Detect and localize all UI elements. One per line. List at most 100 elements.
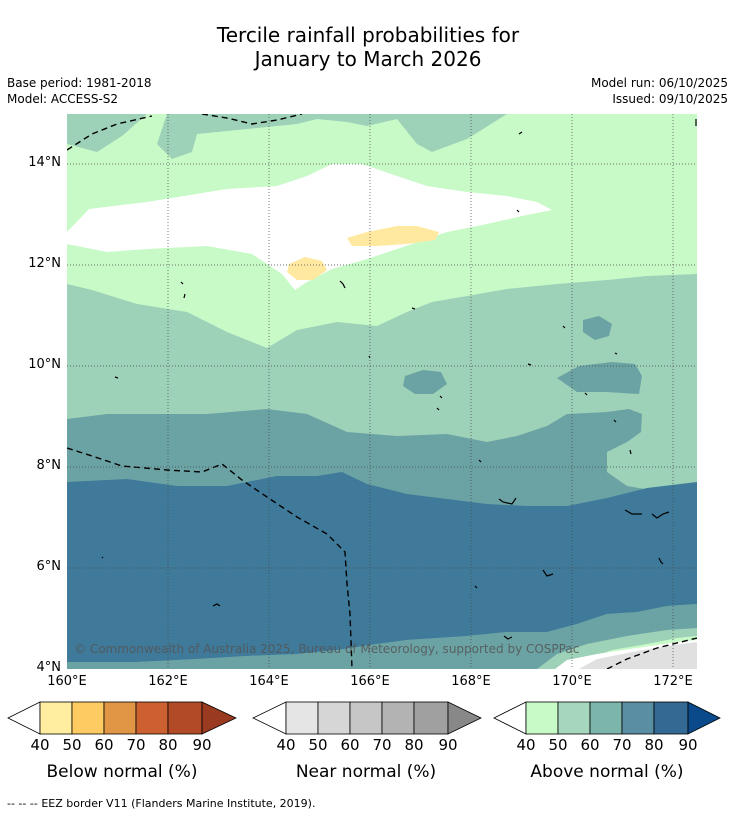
colorbar-near-normal — [252, 701, 482, 735]
below-tick-40: 40 — [30, 736, 50, 754]
above-tick-70: 70 — [612, 736, 632, 754]
lon-label-162e: 162°E — [148, 674, 188, 689]
near-cb-bin-70-80 — [381, 701, 415, 735]
above-cb-bin-70-80 — [621, 701, 655, 735]
island-7 — [114, 376, 119, 379]
near-cb-bin-60-70 — [349, 701, 383, 735]
near-cb-bin-80-90 — [413, 701, 449, 735]
below-cb-bin-80-90 — [167, 701, 203, 735]
island-27 — [439, 395, 443, 399]
region-above-60-patch-2 — [583, 316, 612, 340]
island-19 — [542, 569, 554, 577]
island-5 — [518, 131, 523, 135]
above-cb-lowend — [493, 701, 527, 735]
rainfall-probability-map: © Commonwealth of Australia 2025, Bureau… — [67, 114, 697, 669]
island-9 — [436, 407, 440, 411]
lat-label-10n: 10°N — [28, 357, 61, 372]
island-23 — [503, 635, 513, 640]
above-tick-80: 80 — [644, 736, 664, 754]
region-above-70 — [67, 472, 697, 662]
lat-label-14n: 14°N — [28, 155, 61, 170]
region-above-60-patch-1 — [403, 370, 447, 394]
model-name: Model: ACCESS-S2 — [7, 92, 119, 106]
below-tick-60: 60 — [94, 736, 114, 754]
lon-label-160e: 160°E — [47, 674, 87, 689]
island-17 — [651, 511, 670, 519]
above-cb-bin-80-90 — [653, 701, 689, 735]
lon-label-166e: 166°E — [350, 674, 390, 689]
eez-border-north — [201, 114, 303, 125]
lon-label-172e: 172°E — [653, 674, 693, 689]
island-16 — [624, 509, 642, 515]
title-line-1: Tercile rainfall probabilities for — [216, 23, 520, 47]
island-12 — [613, 419, 617, 423]
region-above-60-south — [67, 604, 697, 669]
island-14 — [478, 459, 482, 463]
near-cb-bin-40-50 — [285, 701, 319, 735]
lon-label-170e: 170°E — [552, 674, 592, 689]
below-cb-bin-50-60 — [71, 701, 105, 735]
islands — [101, 119, 697, 640]
below-tick-50: 50 — [62, 736, 82, 754]
lon-label-168e: 168°E — [451, 674, 491, 689]
above-tick-60: 60 — [580, 736, 600, 754]
near-tick-80: 80 — [404, 736, 424, 754]
region-above-50-north-2 — [157, 114, 507, 159]
above-cb-bin-40-50 — [525, 701, 559, 735]
island-18 — [212, 603, 221, 607]
colorbar-above-normal — [493, 701, 721, 735]
chart-title: Tercile rainfall probabilities for Janua… — [0, 23, 736, 71]
near-tick-70: 70 — [372, 736, 392, 754]
below-tick-80: 80 — [158, 736, 178, 754]
region-neutral — [67, 164, 552, 290]
above-normal-title: Above normal (%) — [530, 762, 684, 782]
island-3 — [339, 280, 346, 289]
above-tick-90: 90 — [678, 736, 698, 754]
eez-border-west — [67, 447, 353, 669]
island-11 — [584, 392, 588, 396]
below-cb-bin-60-70 — [103, 701, 137, 735]
below-cb-highend — [201, 701, 237, 735]
below-cb-bin-70-80 — [135, 701, 169, 735]
eez-line-symbol: -- -- -- — [7, 797, 38, 810]
near-tick-90: 90 — [438, 736, 458, 754]
island-25 — [614, 352, 618, 355]
region-above-50-north — [67, 114, 147, 152]
below-tick-90: 90 — [192, 736, 212, 754]
issued-date: Issued: 09/10/2025 — [612, 92, 728, 106]
title-line-2: January to March 2026 — [254, 47, 482, 71]
below-tick-70: 70 — [126, 736, 146, 754]
below-cb-lowend — [7, 701, 41, 735]
near-cb-lowend — [252, 701, 287, 735]
colorbar-legends — [7, 701, 721, 735]
island-20 — [658, 557, 664, 565]
region-above-60-patch-3 — [557, 362, 642, 394]
island-22 — [474, 585, 478, 589]
island-1 — [180, 281, 184, 285]
eez-borders — [67, 114, 697, 669]
near-tick-40: 40 — [276, 736, 296, 754]
lat-label-6n: 6°N — [36, 559, 62, 574]
island-15 — [498, 497, 517, 505]
island-4 — [411, 307, 416, 310]
below-cb-bin-40-50 — [39, 701, 73, 735]
colorbar-below-normal — [7, 701, 237, 735]
island-2 — [183, 293, 186, 299]
island-13 — [629, 449, 632, 455]
near-cb-bin-50-60 — [317, 701, 351, 735]
copyright-notice: © Commonwealth of Australia 2025, Bureau… — [74, 642, 579, 656]
lat-label-8n: 8°N — [36, 458, 62, 473]
eez-footnote-text: EEZ border V11 (Flanders Marine Institut… — [41, 797, 316, 810]
lat-label-4n: 4°N — [36, 660, 62, 675]
above-tick-40: 40 — [516, 736, 536, 754]
eez-border-north-west — [67, 115, 153, 151]
island-26 — [516, 209, 520, 213]
island-21 — [101, 556, 104, 559]
above-cb-bin-50-60 — [557, 701, 591, 735]
lat-label-12n: 12°N — [28, 256, 61, 271]
eez-border-southeast — [606, 637, 697, 669]
island-10 — [527, 363, 532, 366]
metadata-left: Base period: 1981-2018 Model: ACCESS-S2 — [7, 75, 152, 107]
near-tick-60: 60 — [340, 736, 360, 754]
eez-footnote: -- -- -- EEZ border V11 (Flanders Marine… — [7, 797, 315, 810]
